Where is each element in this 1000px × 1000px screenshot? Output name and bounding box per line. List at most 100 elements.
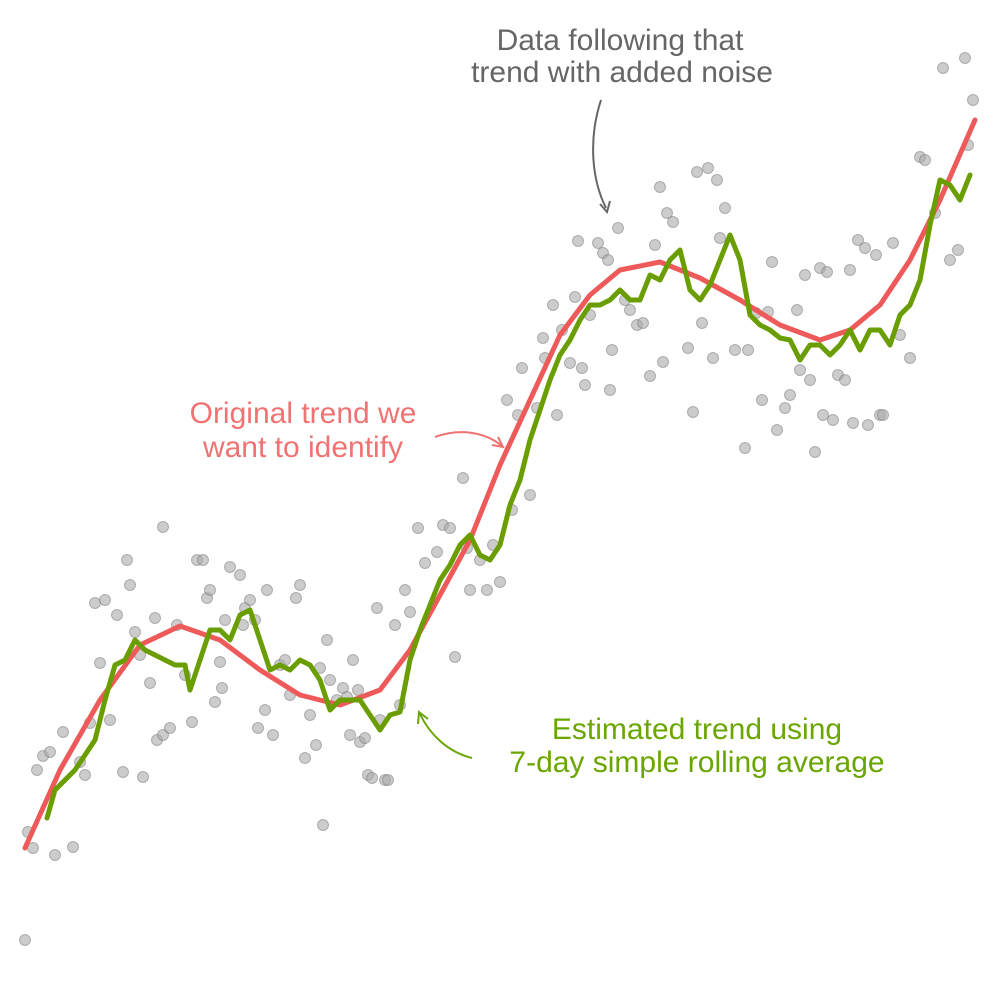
- data-point: [252, 722, 264, 734]
- data-point: [444, 522, 456, 534]
- data-point: [224, 561, 236, 573]
- data-point: [944, 254, 956, 266]
- data-point: [696, 317, 708, 329]
- data-point: [389, 619, 401, 631]
- data-point: [661, 207, 673, 219]
- data-point: [551, 409, 563, 421]
- data-point: [44, 746, 56, 758]
- data-point: [852, 234, 864, 246]
- data-point: [89, 597, 101, 609]
- data-point: [94, 657, 106, 669]
- data-point: [157, 521, 169, 533]
- data-point: [649, 239, 661, 251]
- data-point: [359, 732, 371, 744]
- data-point: [784, 389, 796, 401]
- data-point: [682, 342, 694, 354]
- data-point: [821, 266, 833, 278]
- data-point: [404, 606, 416, 618]
- data-point: [702, 162, 714, 174]
- trend-line: [44, 172, 973, 821]
- data-point: [324, 674, 336, 686]
- data-point: [137, 771, 149, 783]
- data-point: [799, 269, 811, 281]
- data-point: [691, 166, 703, 178]
- data-point: [742, 344, 754, 356]
- data-point: [67, 841, 79, 853]
- data-point: [870, 249, 882, 261]
- data-point: [216, 682, 228, 694]
- data-point: [399, 584, 411, 596]
- data-point: [919, 154, 931, 166]
- annotation: Data following that: [497, 24, 744, 57]
- data-point: [624, 304, 636, 316]
- data-point: [657, 356, 669, 368]
- data-point: [304, 709, 316, 721]
- data-point: [261, 584, 273, 596]
- data-point: [234, 569, 246, 581]
- data-point: [99, 594, 111, 606]
- data-point: [267, 729, 279, 741]
- data-point: [839, 374, 851, 386]
- annotation: trend with added noise: [471, 56, 773, 89]
- trend-line: [22, 117, 978, 851]
- data-point: [494, 576, 506, 588]
- data-point: [419, 557, 431, 569]
- data-point: [606, 344, 618, 356]
- data-point: [967, 94, 979, 106]
- data-point: [771, 424, 783, 436]
- data-point: [129, 626, 141, 638]
- data-point: [310, 739, 322, 751]
- data-point: [877, 409, 889, 421]
- data-point: [644, 370, 656, 382]
- data-point: [79, 769, 91, 781]
- data-point: [366, 772, 378, 784]
- annotation: Original trend we: [190, 397, 417, 430]
- data-point: [564, 357, 576, 369]
- data-point: [576, 362, 588, 374]
- data-point: [449, 651, 461, 663]
- data-point: [572, 235, 584, 247]
- data-point: [667, 216, 679, 228]
- data-point: [847, 417, 859, 429]
- data-point: [186, 716, 198, 728]
- data-point: [431, 546, 443, 558]
- data-point: [637, 317, 649, 329]
- data-point: [592, 237, 604, 249]
- arrow: [419, 713, 473, 759]
- data-point: [604, 384, 616, 396]
- data-point: [197, 554, 209, 566]
- data-point: [464, 584, 476, 596]
- data-point: [371, 602, 383, 614]
- data-point: [859, 242, 871, 254]
- data-point: [809, 446, 821, 458]
- data-point: [352, 684, 364, 696]
- data-point: [244, 594, 256, 606]
- data-point: [57, 726, 69, 738]
- data-point: [791, 304, 803, 316]
- data-point: [117, 766, 129, 778]
- data-point: [524, 489, 536, 501]
- data-point: [457, 472, 469, 484]
- data-point: [714, 232, 726, 244]
- data-point: [794, 364, 806, 376]
- data-point: [344, 729, 356, 741]
- data-point: [516, 362, 528, 374]
- data-point: [612, 222, 624, 234]
- data-point: [569, 291, 581, 303]
- annotation: 7-day simple rolling average: [509, 746, 884, 779]
- data-point: [537, 332, 549, 344]
- data-point: [19, 934, 31, 946]
- data-point: [294, 579, 306, 591]
- data-point: [739, 442, 751, 454]
- data-point: [124, 579, 136, 591]
- data-point: [501, 394, 513, 406]
- arrowhead: [417, 710, 429, 725]
- data-point: [481, 584, 493, 596]
- data-point: [321, 634, 333, 646]
- data-point: [729, 344, 741, 356]
- data-point: [904, 352, 916, 364]
- annotation: want to identify: [202, 431, 403, 464]
- data-point: [111, 609, 123, 621]
- data-point: [862, 419, 874, 431]
